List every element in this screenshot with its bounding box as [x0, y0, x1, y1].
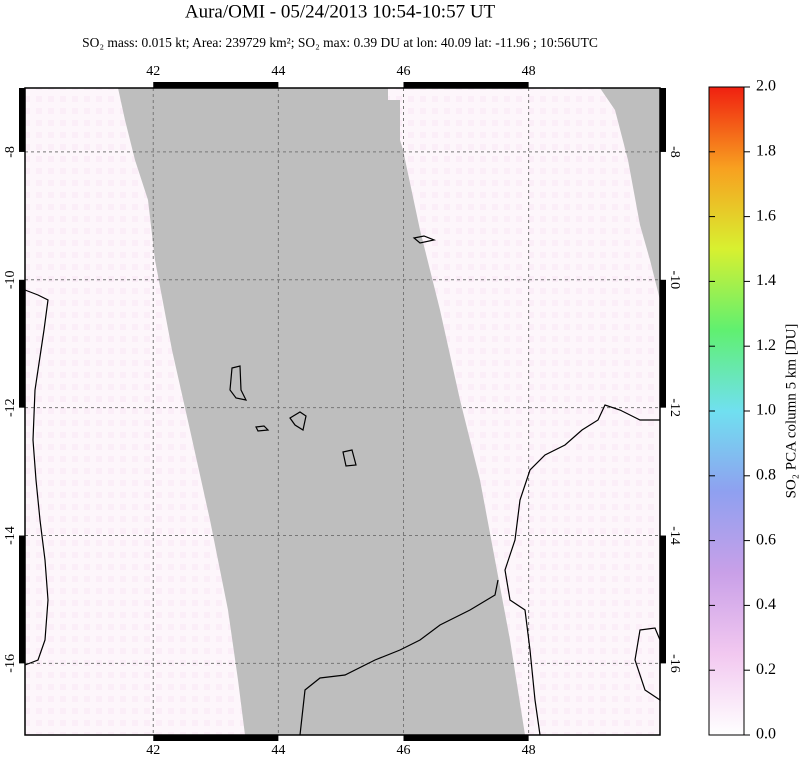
colorbar-tick-label: 0.4: [756, 596, 776, 613]
frame-segment: [153, 735, 279, 741]
frame-segment: [153, 82, 279, 88]
x-tick-label: 46: [396, 743, 410, 758]
y-tick-label: -14: [667, 526, 682, 545]
colorbar-tick-label: 1.0: [756, 402, 776, 419]
y-tick-label: -10: [3, 270, 18, 289]
colorbar-tick-label: 0.2: [756, 661, 776, 678]
x-tick-label: 42: [146, 64, 160, 79]
x-tick-label: 46: [396, 64, 410, 79]
colorbar-tick-label: 0.8: [756, 466, 776, 483]
x-tick-label: 44: [271, 64, 285, 79]
no-data-swath: [600, 88, 660, 300]
y-tick-label: -8: [3, 146, 18, 158]
frame-segment: [403, 82, 529, 88]
chart-title: Aura/OMI - 05/24/2013 10:54-10:57 UT: [185, 1, 496, 22]
frame-segment: [660, 88, 666, 152]
colorbar-tick-label: 1.4: [756, 272, 776, 289]
y-tick-label: -10: [667, 270, 682, 289]
y-tick-label: -16: [667, 654, 682, 673]
colorbar-tick-label: 1.2: [756, 337, 776, 354]
chart-subtitle: SO₂ mass: 0.015 kt; Area: 239729 km²; SO…: [82, 35, 598, 50]
x-tick-label: 44: [271, 743, 285, 758]
y-tick-label: -8: [667, 146, 682, 158]
colorbar-label: SO₂ PCA column 5 km [DU]: [783, 324, 799, 499]
colorbar-tick-label: 0.6: [756, 531, 776, 548]
y-tick-label: -16: [3, 654, 18, 673]
frame-segment: [19, 535, 25, 664]
map-frame: [24, 87, 661, 736]
no-data-swath: [118, 88, 525, 735]
y-tick-label: -12: [667, 398, 682, 417]
x-tick-label: 48: [522, 64, 536, 79]
y-tick-label: -14: [3, 526, 18, 545]
colorbar-tick-label: 0.0: [756, 726, 776, 743]
frame-segment: [660, 279, 666, 408]
frame-segment: [19, 279, 25, 408]
colorbar-tick-label: 2.0: [756, 78, 776, 95]
y-tick-label: -12: [3, 398, 18, 417]
frame-segment: [403, 735, 529, 741]
frame-segment: [660, 535, 666, 664]
frame-segment: [19, 88, 25, 152]
x-tick-label: 42: [146, 743, 160, 758]
colorbar-tick-label: 1.6: [756, 207, 776, 224]
x-tick-label: 48: [522, 743, 536, 758]
colorbar-tick-label: 1.8: [756, 142, 776, 159]
